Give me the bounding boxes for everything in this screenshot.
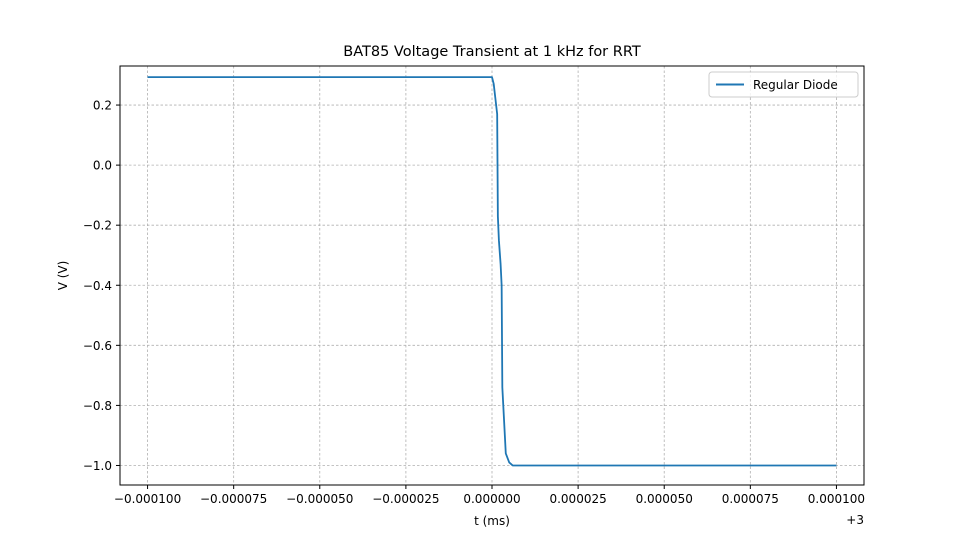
x-tick-label: −0.000075 xyxy=(200,492,267,506)
x-tick-label: 0.000025 xyxy=(549,492,606,506)
y-axis-label: V (V) xyxy=(56,261,70,291)
x-tick-label: 0.000050 xyxy=(636,492,693,506)
x-tick-label: 0.000075 xyxy=(722,492,779,506)
x-tick-label: 0.000000 xyxy=(463,492,520,506)
x-tick-label: −0.000050 xyxy=(286,492,353,506)
legend-label: Regular Diode xyxy=(753,78,838,92)
x-axis: −0.000100 −0.000075 −0.000050 −0.000025 0.00… xyxy=(114,485,865,506)
y-axis: 0.2 0.0 −0.2 −0.4 −0.6 −0.8 −1.0 xyxy=(83,99,120,473)
legend-box xyxy=(708,71,859,98)
y-tick-label: −0.6 xyxy=(83,339,112,353)
x-tick-label: −0.000025 xyxy=(372,492,439,506)
y-tick-label: −0.8 xyxy=(83,399,112,413)
series-line xyxy=(147,76,837,467)
legend: Regular Diode xyxy=(708,71,859,98)
y-tick-label: 0.2 xyxy=(93,99,112,113)
chart-title: BAT85 Voltage Transient at 1 kHz for RRT xyxy=(343,44,641,60)
x-axis-label: t (ms) xyxy=(474,514,510,528)
y-tick-label: 0.0 xyxy=(93,159,112,173)
x-tick-label: 0.000100 xyxy=(808,492,865,506)
y-tick-label: −1.0 xyxy=(83,459,112,473)
y-tick-label: −0.4 xyxy=(83,279,112,293)
plot-area xyxy=(147,76,837,467)
y-tick-label: −0.2 xyxy=(83,219,112,233)
grid xyxy=(120,66,864,485)
x-offset-label: +3 xyxy=(846,513,864,527)
x-tick-label: −0.000100 xyxy=(114,492,181,506)
